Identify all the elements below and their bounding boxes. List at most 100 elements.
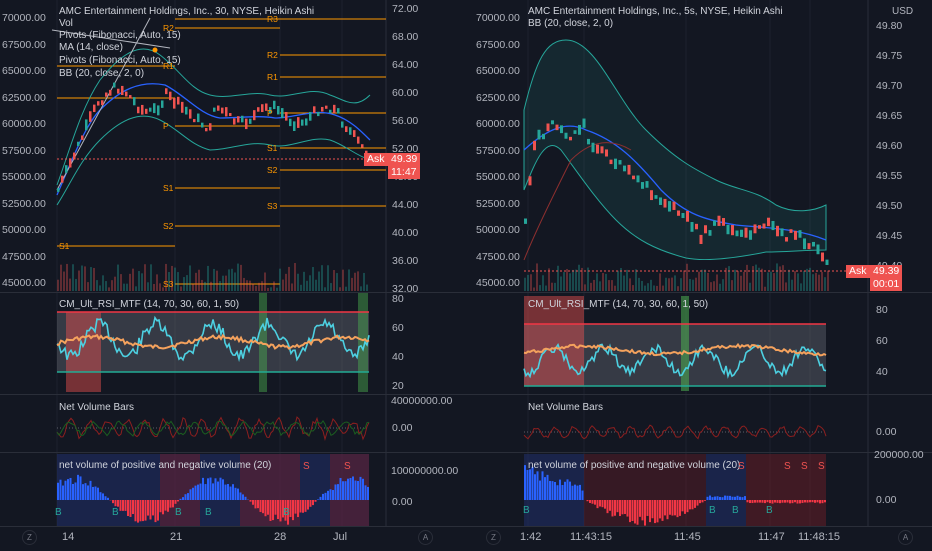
volume-bar — [740, 276, 742, 291]
volume-bar — [243, 278, 245, 291]
histogram-bar — [762, 500, 764, 503]
time-label: 11:45 — [674, 531, 701, 543]
histogram-bar — [589, 500, 591, 503]
histogram-bar — [210, 478, 212, 500]
buy-marker: B — [732, 505, 739, 516]
volume-bar — [306, 281, 308, 291]
volume-bar — [285, 274, 287, 291]
nv-title[interactable]: net volume of positive and negative volu… — [59, 460, 271, 471]
volume-bar — [258, 283, 260, 291]
chart-panel-right[interactable]: AMC Entertainment Holdings, Inc., 5s, NY… — [466, 0, 932, 526]
time-label: 21 — [170, 531, 182, 543]
volume-bar — [111, 280, 113, 291]
axis-tick-label: 52500.00 — [476, 198, 520, 210]
axis-tick-label: 62500.00 — [2, 92, 46, 104]
volume-bar — [120, 274, 122, 291]
histogram-bar — [604, 500, 606, 509]
candle — [713, 221, 716, 226]
histogram-bar — [524, 465, 526, 500]
histogram-bar — [132, 500, 134, 514]
nvb-title[interactable]: Net Volume Bars — [528, 402, 603, 413]
candle — [305, 118, 308, 125]
histogram-bar — [757, 500, 759, 503]
candle — [583, 119, 586, 128]
candle — [137, 107, 140, 114]
pane-divider[interactable] — [466, 394, 932, 395]
histogram-bar — [280, 500, 282, 521]
volume-bar — [626, 270, 628, 291]
candle — [695, 224, 698, 229]
pane-divider[interactable] — [466, 452, 932, 453]
histogram-bar — [307, 500, 309, 510]
time-axis-bar[interactable] — [0, 526, 932, 551]
zoom-button-left[interactable]: Z — [22, 530, 37, 545]
volume-bar — [656, 286, 658, 291]
candle — [578, 125, 581, 135]
volume-bar — [195, 273, 197, 291]
volume-bar — [327, 265, 329, 291]
volume-bar — [647, 283, 649, 291]
volume-bar — [563, 272, 565, 291]
volume-bar — [701, 270, 703, 291]
candle — [632, 176, 635, 180]
candle — [542, 134, 545, 139]
histogram-bar — [684, 500, 686, 514]
legend-bb[interactable]: BB (20, close, 2, 0) — [528, 18, 613, 29]
candle — [61, 176, 64, 183]
rsi-title[interactable]: CM_Ult_RSI_MTF (14, 70, 30, 60, 1, 50) — [59, 299, 239, 310]
nv-axis-label: 200000.00 — [874, 449, 924, 461]
histogram-bar — [784, 500, 786, 503]
nv-axis-label: 0.00 — [392, 496, 412, 508]
right-chart-canvas[interactable] — [466, 0, 932, 526]
candle — [700, 235, 703, 244]
auto-scale-button-right[interactable]: A — [898, 530, 913, 545]
volume-bar — [66, 264, 68, 291]
volume-bar — [198, 270, 200, 291]
volume-bar — [150, 264, 152, 291]
histogram-bar — [639, 500, 641, 517]
pane-divider[interactable] — [466, 292, 932, 293]
histogram-bar — [225, 485, 227, 500]
pane-divider[interactable] — [0, 452, 466, 453]
candle — [57, 188, 60, 192]
histogram-bar — [362, 479, 364, 500]
ask-label-badge: Ask — [846, 265, 870, 278]
histogram-bar — [687, 500, 689, 512]
nvb-axis-label: 0.00 — [392, 422, 412, 434]
candle — [261, 104, 264, 112]
volume-bar — [183, 277, 185, 291]
histogram-bar — [629, 500, 631, 522]
legend-ma[interactable]: MA (14, close) — [59, 42, 123, 53]
candle — [772, 221, 775, 230]
volume-bar — [192, 284, 194, 291]
volume-bar — [569, 273, 571, 291]
volume-bar — [767, 272, 769, 291]
volume-bar — [189, 265, 191, 291]
nvb-title[interactable]: Net Volume Bars — [59, 402, 134, 413]
chart-panel-left[interactable]: AMC Entertainment Holdings, Inc., 30, NY… — [0, 0, 466, 526]
legend-bb[interactable]: BB (20, close, 2, 0) — [59, 68, 144, 79]
zoom-button-right[interactable]: Z — [486, 530, 501, 545]
rsi-title[interactable]: CM_Ult_RSI_MTF (14, 70, 30, 60, 1, 50) — [528, 299, 708, 310]
histogram-bar — [155, 500, 157, 522]
candle — [153, 103, 156, 113]
currency-label[interactable]: USD — [892, 6, 913, 17]
auto-scale-button-left[interactable]: A — [418, 530, 433, 545]
volume-bar — [207, 266, 209, 291]
volume-bar — [264, 272, 266, 291]
candle — [77, 142, 80, 146]
axis-tick-label: 55000.00 — [2, 171, 46, 183]
legend-vol[interactable]: Vol — [59, 18, 73, 29]
histogram-bar — [152, 500, 154, 515]
volume-bar — [536, 263, 538, 291]
volume-bar — [821, 272, 823, 291]
nv-title[interactable]: net volume of positive and negative volu… — [528, 460, 740, 471]
histogram-bar — [544, 477, 546, 500]
histogram-bar — [277, 500, 279, 519]
histogram-bar — [100, 492, 102, 500]
pivot-label: R1 — [163, 61, 174, 71]
candle — [745, 228, 748, 238]
histogram-bar — [175, 500, 177, 504]
candle — [121, 86, 124, 95]
volume-bar — [608, 280, 610, 291]
